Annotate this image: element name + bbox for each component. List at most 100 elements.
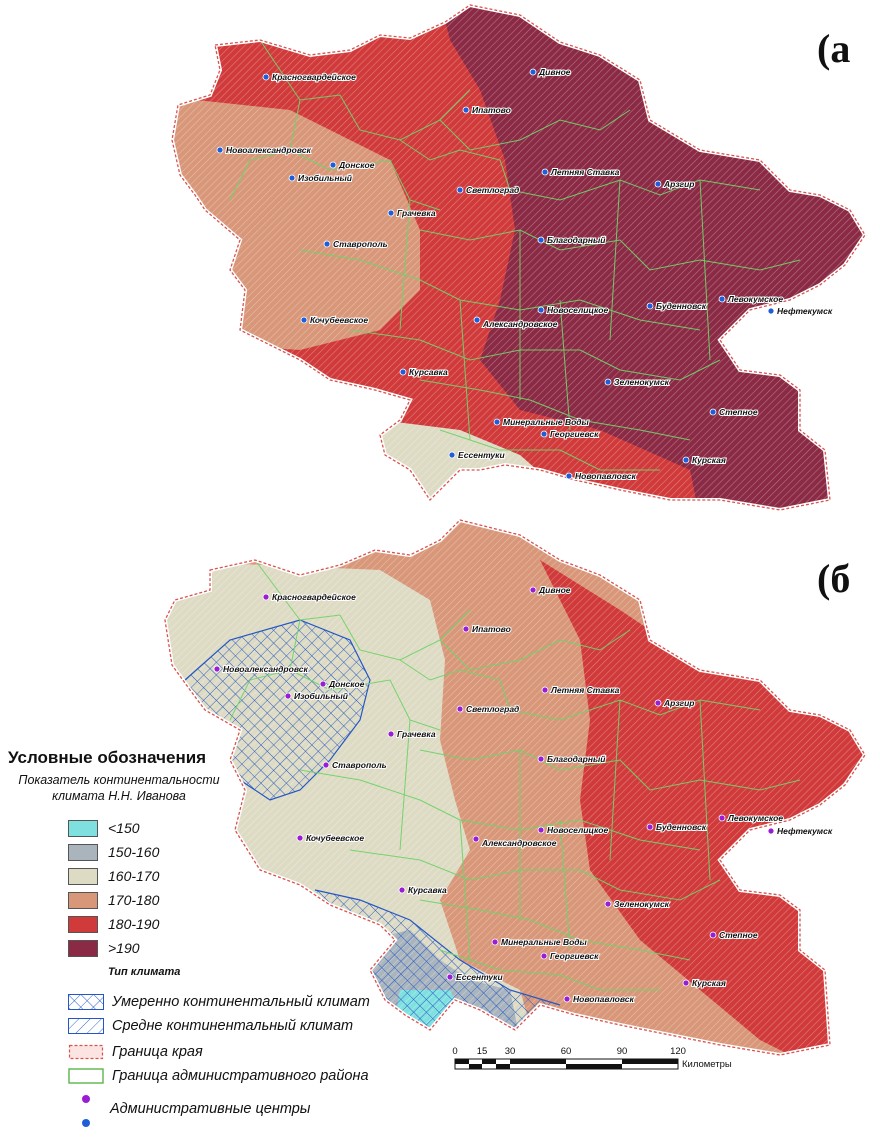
city-label: Новоселицкое (547, 305, 608, 315)
map-panel-a (170, 3, 867, 512)
city-label: Левокумское (727, 813, 783, 823)
city-marker: Грачевка (387, 207, 437, 219)
legend-subtitle-line1: Показатель континентальности (18, 773, 220, 787)
city-marker: Курская (682, 977, 727, 989)
city-marker: Красногвардейское (262, 71, 357, 83)
legend-boundary-row: Граница края (68, 1042, 428, 1064)
city-label: Ипатово (472, 105, 511, 115)
city-marker: Минеральные Воды (493, 416, 591, 428)
city-marker: Кочубеевское (296, 832, 365, 844)
city-marker: Летняя Ставка (541, 166, 621, 178)
city-label: Курская (692, 978, 726, 988)
admin-center-purple-dot (82, 1095, 90, 1103)
class-swatch (68, 844, 98, 861)
legend-class-row: 150-160 (68, 844, 268, 862)
city-marker: Благодарный (537, 753, 607, 765)
scale-tick: 0 (452, 1046, 458, 1057)
class-swatch (68, 940, 98, 957)
city-marker: Ставрополь (322, 759, 388, 771)
type-label: Средне континентальный климат (112, 1018, 354, 1034)
city-label: Новопавловск (575, 471, 637, 481)
city-marker: Новоалександровск (213, 663, 309, 675)
class-label: 180-190 (108, 916, 160, 932)
city-label: Курсавка (409, 367, 448, 377)
city-label: Светлоград (466, 185, 519, 195)
city-marker: Арзгир (654, 178, 695, 190)
city-label: Зеленокумск (614, 899, 670, 909)
legend-class-row: >190 (68, 940, 268, 958)
city-marker: Александровское (472, 835, 558, 849)
city-label: Ессентуки (458, 450, 505, 460)
city-marker: Летняя Ставка (541, 684, 621, 696)
city-label: Курская (692, 455, 726, 465)
city-label: Грачевка (397, 208, 436, 218)
legend-class-row: 170-180 (68, 892, 268, 910)
city-marker: Ессентуки (446, 971, 504, 983)
city-marker: Нефтекумск (767, 305, 834, 317)
class-label: 150-160 (108, 844, 160, 860)
legend-subtitle: Показатель континентальности климата Н.Н… (0, 772, 238, 804)
city-label: Нефтекумск (777, 306, 833, 316)
region-boundary-swatch (68, 1044, 104, 1060)
panel-letter-b: (б (817, 556, 850, 601)
city-marker: Дивное (529, 66, 572, 78)
city-marker: Светлоград (456, 184, 520, 196)
city-label: Летняя Ставка (550, 167, 620, 177)
class-swatch (68, 868, 98, 885)
city-marker: Георгиевск (540, 950, 600, 962)
admin-center-blue-dot (82, 1119, 90, 1127)
city-label: Дивное (538, 67, 571, 77)
scale-tick: 15 (476, 1046, 488, 1057)
city-label: Буденновск (656, 301, 707, 311)
legend-subtitle-line2: климата Н.Н. Иванова (52, 789, 186, 803)
city-label: Светлоград (466, 704, 519, 714)
city-label: Кочубеевское (306, 833, 364, 843)
scale-tick: 30 (504, 1046, 516, 1057)
city-label: Красногвардейское (272, 72, 356, 82)
panel-letter-a: (а (817, 26, 850, 71)
city-marker: Левокумское (718, 812, 784, 824)
city-marker: Ипатово (462, 104, 512, 116)
boundary-label: Граница края (112, 1044, 203, 1060)
city-marker: Ипатово (462, 623, 512, 635)
legend-title: Условные обозначения (8, 748, 207, 767)
city-marker: Курская (682, 454, 727, 466)
legend-class-row: <150 (68, 820, 268, 838)
city-label: Ставрополь (332, 760, 387, 770)
legend-type-row: Умеренно континентальный климат (68, 992, 428, 1014)
city-label: Благодарный (547, 754, 606, 764)
city-marker: Благодарный (537, 234, 607, 246)
city-marker: Изобильный (288, 172, 354, 184)
city-label: Грачевка (397, 729, 436, 739)
city-label: Дивное (538, 585, 571, 595)
city-label: Изобильный (298, 173, 353, 183)
city-label: Степное (719, 407, 758, 417)
city-label: Донское (338, 160, 375, 170)
city-label: Ставрополь (333, 239, 388, 249)
city-label: Донское (328, 679, 365, 689)
city-label: Левокумское (727, 294, 783, 304)
city-label: Новоселицкое (547, 825, 608, 835)
city-label: Александровское (482, 319, 558, 329)
city-marker: Новоселицкое (537, 824, 609, 836)
scale-bar-graphic (454, 1058, 679, 1070)
climate-type-heading: Тип климата (108, 966, 181, 978)
city-markers-a: Красногвардейское Дивное Ипатово Новоале… (216, 66, 834, 482)
city-marker: Ессентуки (448, 449, 506, 461)
city-marker: Изобильный (284, 690, 350, 702)
city-label: Буденновск (656, 822, 707, 832)
city-label: Георгиевск (550, 429, 599, 439)
city-marker: Ставрополь (323, 238, 389, 250)
city-label: Летняя Ставка (550, 685, 620, 695)
district-boundary-swatch (68, 1068, 104, 1084)
city-marker: Новопавловск (563, 993, 636, 1005)
legend-class-row: 180-190 (68, 916, 268, 934)
city-marker: Степное (709, 929, 759, 941)
scale-unit: Километры (682, 1059, 732, 1070)
scale-bar: 0 15 30 60 90 120 Километры (450, 1046, 750, 1076)
class-swatch (68, 916, 98, 933)
city-label: Александровское (481, 838, 557, 848)
city-marker: Новоалександровск (216, 144, 312, 156)
class-label: 170-180 (108, 892, 160, 908)
